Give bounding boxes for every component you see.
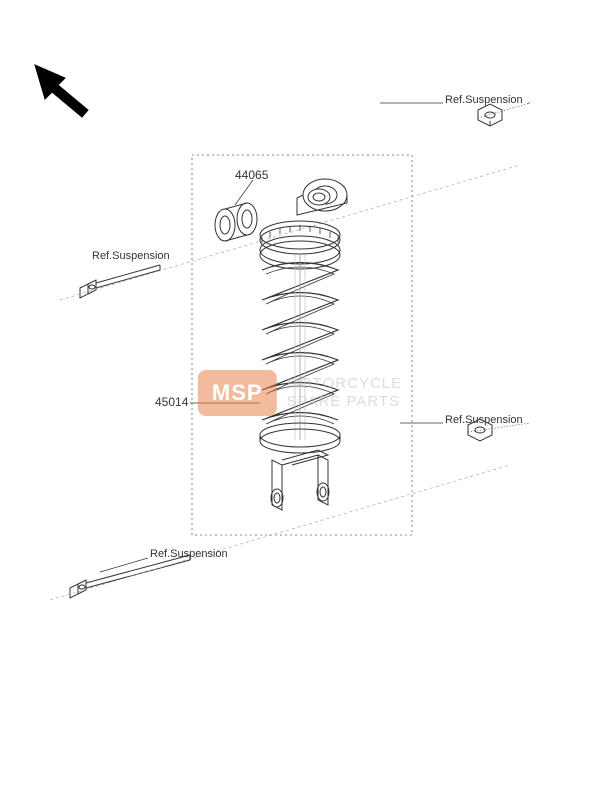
ref-suspension-right-label: Ref.Suspension: [445, 414, 523, 426]
diagram-container: Ref.Suspension Ref.Suspension 44065 4501…: [0, 0, 600, 785]
part-45014-label: 45014: [155, 395, 188, 409]
shock-top-eye-icon: [297, 179, 347, 215]
ref-suspension-bottom-label: Ref.Suspension: [150, 548, 228, 560]
bottom-clevis-icon: [271, 450, 329, 510]
lower-bolt-icon: [70, 555, 190, 598]
bushing-44065-icon: [215, 203, 257, 241]
part-44065-label: 44065: [235, 168, 268, 182]
diagram-svg: [0, 0, 600, 785]
top-nut-icon: [478, 104, 502, 126]
upper-bolt-icon: [80, 265, 160, 298]
arrow-indicator-icon: [35, 65, 88, 117]
ref-suspension-left-label: Ref.Suspension: [92, 250, 170, 262]
ref-suspension-top-label: Ref.Suspension: [445, 94, 523, 106]
